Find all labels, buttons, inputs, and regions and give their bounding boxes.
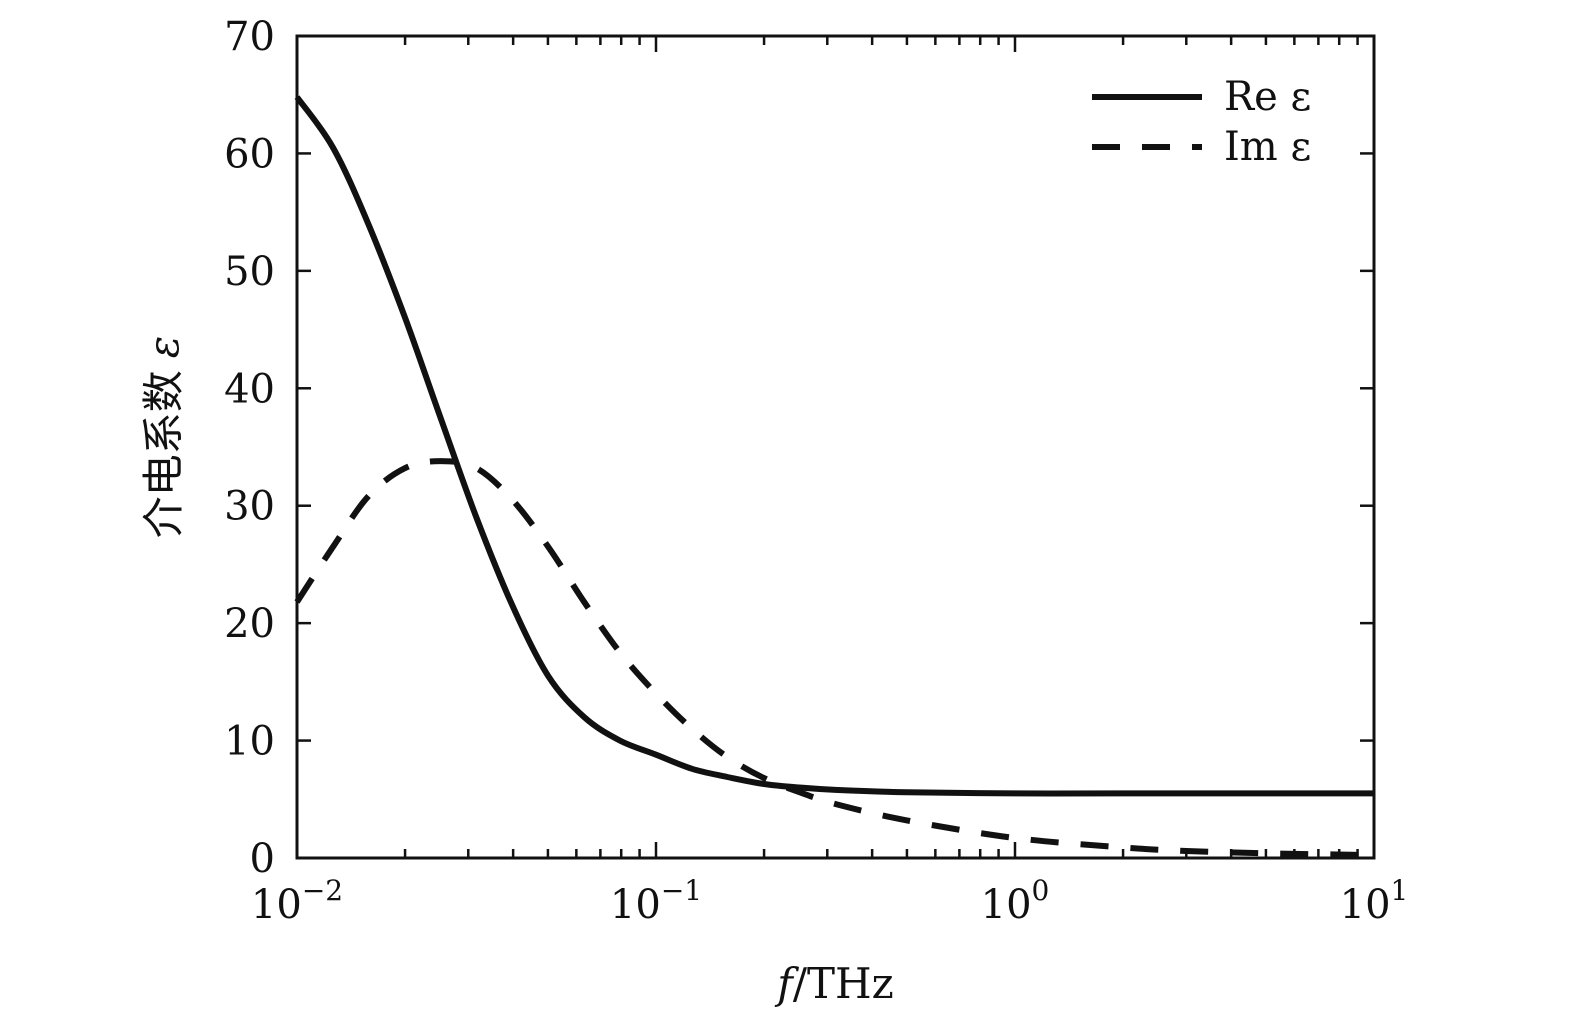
y-tick-label: 20 (224, 601, 275, 647)
y-tick-label: 70 (224, 14, 275, 60)
y-tick-label: 60 (224, 131, 275, 177)
x-axis-title: f/THz (774, 959, 893, 1008)
series-line-re-epsilon (294, 95, 1374, 797)
y-tick-label: 50 (224, 249, 275, 295)
y-tick-label: 40 (224, 366, 275, 412)
x-tick-label: 10−2 (251, 874, 343, 928)
x-tick-label: 100 (981, 874, 1050, 928)
series-line-im-epsilon (294, 458, 1375, 859)
y-tick-label: 0 (250, 836, 275, 882)
y-axis-title-text: 介电系数 (139, 370, 188, 538)
y-tick-label: 30 (224, 484, 275, 530)
legend-label-re-epsilon: Re ε (1224, 74, 1311, 120)
y-tick-label: 10 (224, 719, 275, 765)
y-axis-title-symbol: ε (139, 336, 188, 359)
y-axis-title: 介电系数 ε (139, 336, 188, 539)
legend-label-im-epsilon: Im ε (1224, 124, 1311, 170)
x-tick-label: 10−1 (610, 874, 702, 928)
x-tick-label: 101 (1340, 874, 1409, 928)
x-axis-title-rest: /THz (793, 959, 894, 1008)
svg-text:介电系数ε: 介电系数 ε (139, 336, 188, 539)
legend: Re εIm ε (1092, 74, 1311, 170)
plot-frame (295, 34, 1376, 860)
